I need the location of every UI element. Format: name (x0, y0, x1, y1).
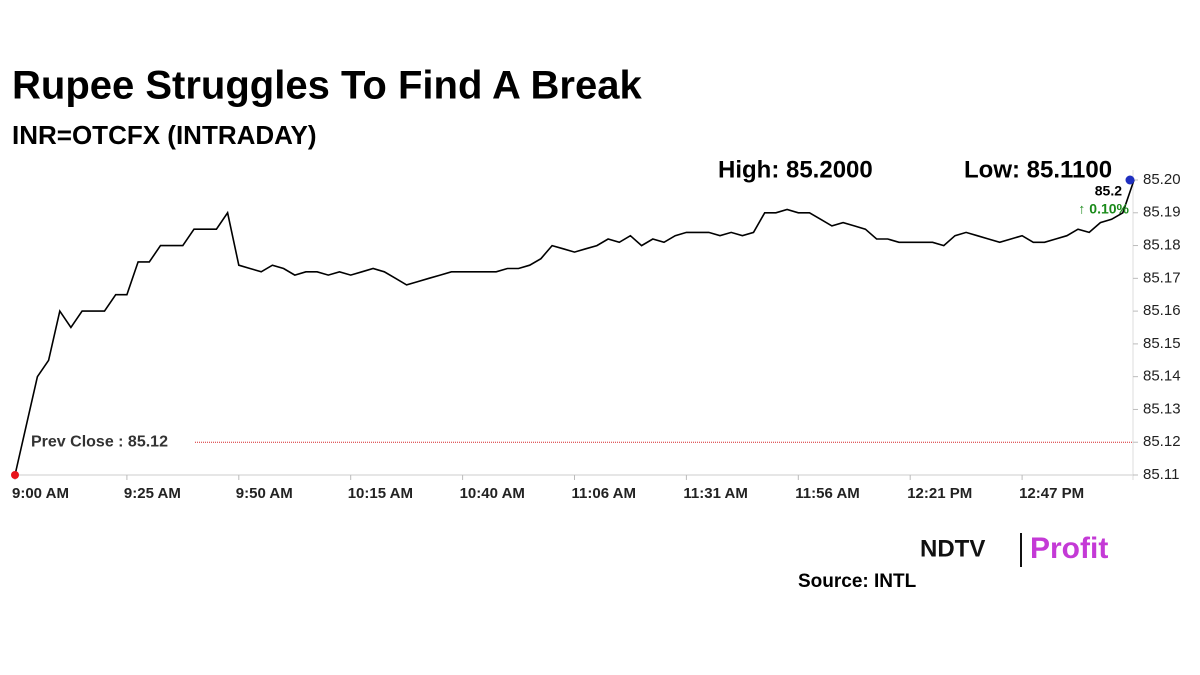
y-tick-label: 85.15 (1143, 335, 1181, 352)
y-tick-label: 85.16 (1143, 302, 1181, 319)
y-tick-label: 85.11 (1143, 466, 1179, 483)
x-tick-label: 12:47 PM (1019, 485, 1084, 502)
x-tick-label: 12:21 PM (907, 485, 972, 502)
y-tick-label: 85.14 (1143, 368, 1181, 385)
x-tick-label: 11:56 AM (795, 485, 859, 502)
last-label: 85.2 (1095, 183, 1122, 199)
y-tick-label: 85.19 (1143, 204, 1181, 221)
high-label: High: 85.2000 (718, 156, 873, 183)
chart-title: Rupee Struggles To Find A Break (12, 64, 642, 108)
chart-subtitle: INR=OTCFX (INTRADAY) (12, 120, 317, 150)
y-tick-label: 85.12 (1143, 433, 1181, 450)
y-tick-label: 85.18 (1143, 237, 1181, 254)
prev-close-label: Prev Close : 85.12 (31, 433, 168, 450)
y-tick-label: 85.17 (1143, 269, 1181, 286)
y-tick-label: 85.13 (1143, 400, 1181, 417)
low-label: Low: 85.1100 (964, 156, 1112, 183)
x-tick-label: 10:15 AM (348, 485, 413, 502)
x-tick-label: 11:31 AM (683, 485, 747, 502)
x-tick-label: 11:06 AM (572, 485, 636, 502)
brand-name: NDTV (920, 535, 985, 562)
x-tick-label: 9:50 AM (236, 485, 293, 502)
x-tick-label: 9:25 AM (124, 485, 181, 502)
x-tick-label: 10:40 AM (460, 485, 525, 502)
price-line (14, 179, 1135, 476)
start-point (11, 471, 19, 479)
x-tick-label: 9:00 AM (12, 485, 69, 502)
source: Source: INTL (798, 571, 917, 592)
change-label: ↑ 0.10% (1078, 201, 1129, 217)
brand-product: Profit (1030, 532, 1108, 565)
y-tick-label: 85.20 (1143, 171, 1181, 188)
end-point (1125, 175, 1135, 185)
